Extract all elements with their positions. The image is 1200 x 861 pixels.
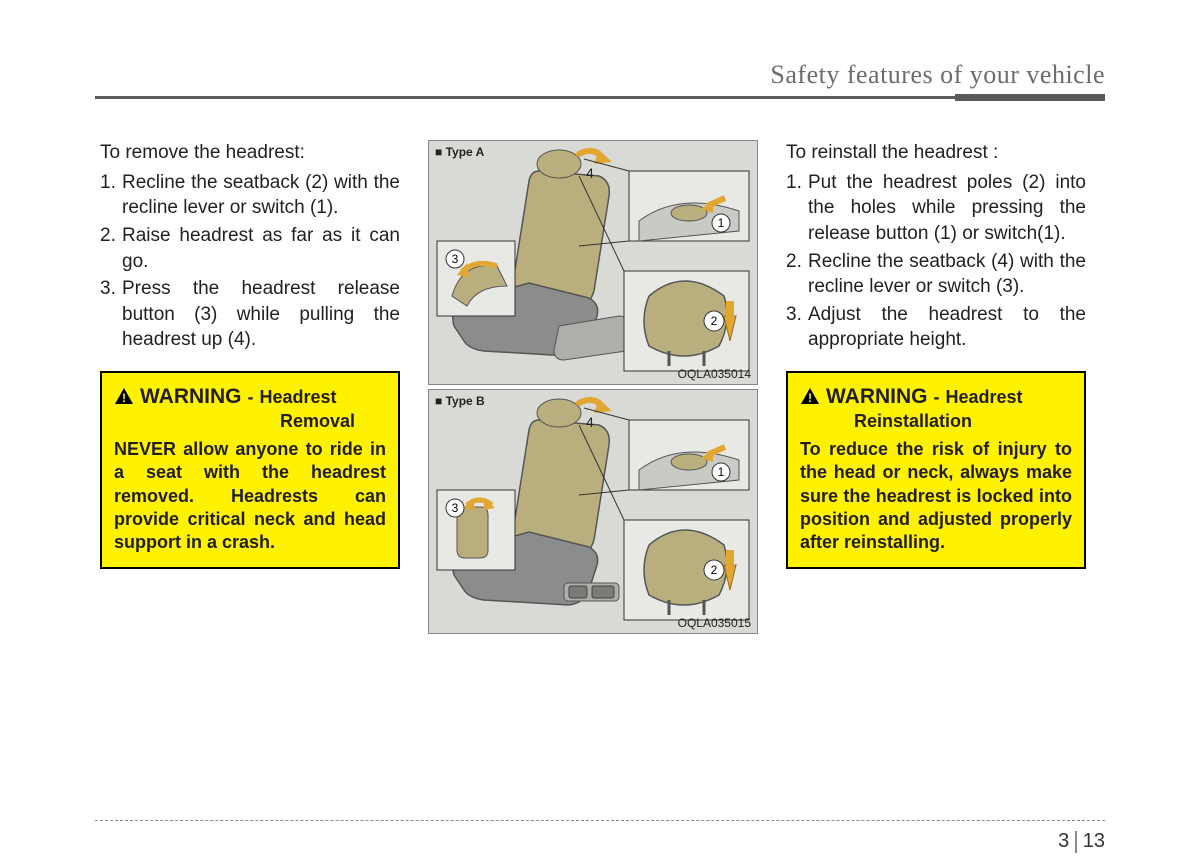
reinstall-intro: To reinstall the headrest : (786, 140, 1086, 166)
warning-head: ! WARNING - Headrest (800, 383, 1072, 411)
callout-3: 3 (452, 501, 459, 515)
header-rule (95, 96, 1105, 99)
figure-a-svg: 4 1 (429, 141, 759, 386)
warning-dash: - (248, 385, 254, 409)
warning-removal: ! WARNING - Headrest Removal NEVER allow… (100, 371, 400, 569)
warning-body: To reduce the risk of injury to the head… (800, 438, 1072, 555)
callout-4: 4 (586, 165, 594, 181)
column-figures: ■ Type A 4 (428, 140, 758, 634)
callout-2: 2 (711, 563, 718, 577)
warning-body: NEVER allow anyone to ride in a seat wit… (114, 438, 386, 555)
warning-subtitle-line2: Reinstallation (854, 409, 1072, 433)
figure-code: OQLA035014 (678, 366, 751, 382)
column-right: To reinstall the headrest : Put the head… (786, 140, 1086, 634)
figure-type-a: ■ Type A 4 (428, 140, 758, 385)
remove-step: Raise headrest as far as it can go. (100, 223, 400, 274)
figure-code: OQLA035015 (678, 615, 751, 631)
reinstall-step: Adjust the headrest to the appropriate h… (786, 302, 1086, 353)
warning-triangle-icon: ! (114, 387, 134, 405)
callout-1: 1 (718, 465, 725, 479)
remove-intro: To remove the headrest: (100, 140, 400, 166)
remove-step: Recline the seatback (2) with the reclin… (100, 170, 400, 221)
content-columns: To remove the headrest: Recline the seat… (100, 140, 1100, 634)
reinstall-step: Put the headrest poles (2) into the hole… (786, 170, 1086, 247)
figure-type-b: ■ Type B 4 (428, 389, 758, 634)
chapter-number: 3 (1058, 830, 1069, 853)
callout-3: 3 (452, 252, 459, 266)
page-footer: 3 13 (95, 820, 1105, 821)
warning-label: WARNING (826, 383, 928, 411)
reinstall-step: Recline the seatback (4) with the reclin… (786, 249, 1086, 300)
warning-reinstall: ! WARNING - Headrest Reinstallation To r… (786, 371, 1086, 569)
reinstall-steps: Put the headrest poles (2) into the hole… (786, 170, 1086, 353)
footer-rule (95, 820, 1105, 821)
page-number: 3 13 (1058, 830, 1105, 853)
page-sep (1075, 831, 1077, 853)
callout-1: 1 (718, 216, 725, 230)
remove-step: Press the headrest release button (3) wh… (100, 276, 400, 353)
chapter-title: Safety features of your vehicle (95, 60, 1105, 90)
page-num: 13 (1083, 830, 1105, 853)
warning-label: WARNING (140, 383, 242, 411)
figure-b-svg: 4 1 (429, 390, 759, 635)
column-left: To remove the headrest: Recline the seat… (100, 140, 400, 634)
warning-head: ! WARNING - Headrest (114, 383, 386, 411)
callout-4: 4 (586, 414, 594, 430)
warning-subtitle-line2: Removal (280, 409, 386, 433)
callout-2: 2 (711, 314, 718, 328)
remove-steps: Recline the seatback (2) with the reclin… (100, 170, 400, 353)
svg-text:!: ! (122, 391, 126, 405)
svg-text:!: ! (808, 391, 812, 405)
warning-subtitle: Headrest (946, 385, 1023, 409)
page-header: Safety features of your vehicle (95, 60, 1105, 99)
warning-triangle-icon: ! (800, 387, 820, 405)
warning-subtitle: Headrest (260, 385, 337, 409)
warning-dash: - (934, 385, 940, 409)
